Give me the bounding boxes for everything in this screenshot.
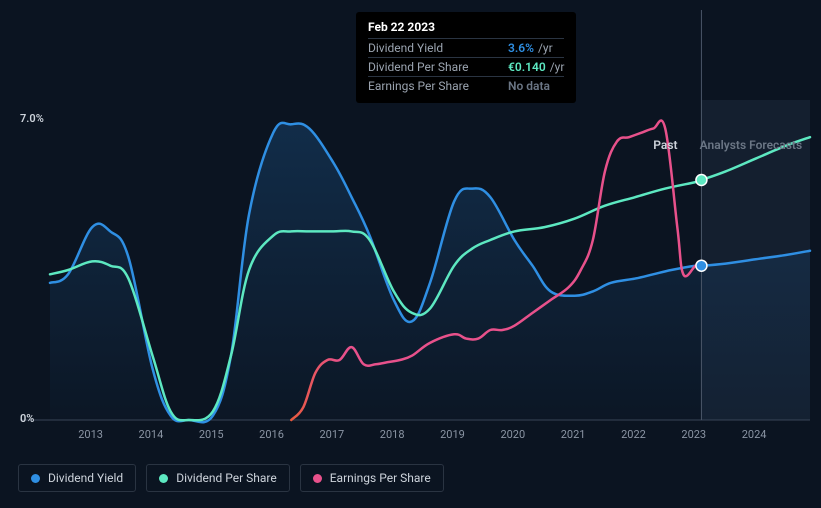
legend: Dividend Yield Dividend Per Share Earnings… xyxy=(18,464,444,492)
x-tick: 2019 xyxy=(440,428,465,441)
tooltip-row-unit: /yr xyxy=(550,60,565,74)
dividend_yield-area xyxy=(50,123,810,422)
legend-dot xyxy=(159,474,168,483)
past-label: Past xyxy=(653,138,677,152)
x-tick: 2020 xyxy=(500,428,525,441)
tooltip-row-label: Dividend Yield xyxy=(368,41,508,55)
tooltip-row: Earnings Per ShareNo data xyxy=(368,76,564,95)
tooltip-row-label: Earnings Per Share xyxy=(368,79,508,93)
y-tick: 7.0% xyxy=(20,112,44,125)
legend-label: Dividend Yield xyxy=(48,471,123,485)
x-tick: 2016 xyxy=(259,428,284,441)
tooltip-date: Feb 22 2023 xyxy=(368,20,564,34)
legend-item-earnings-per-share[interactable]: Earnings Per Share xyxy=(300,464,444,492)
x-tick: 2018 xyxy=(380,428,405,441)
forecast-label: Analysts Forecasts xyxy=(700,138,802,152)
y-tick: 0% xyxy=(20,412,34,425)
tooltip-row: Dividend Yield3.6% /yr xyxy=(368,38,564,57)
x-tick: 2022 xyxy=(621,428,646,441)
tooltip-row-label: Dividend Per Share xyxy=(368,60,508,74)
legend-dot xyxy=(31,474,40,483)
x-tick: 2017 xyxy=(319,428,344,441)
dividend_yield-marker xyxy=(696,260,707,271)
x-tick: 2023 xyxy=(681,428,706,441)
hover-tooltip: Feb 22 2023 Dividend Yield3.6%/yrDividen… xyxy=(356,12,576,103)
legend-label: Dividend Per Share xyxy=(176,471,277,485)
legend-label: Earnings Per Share xyxy=(330,471,431,485)
legend-item-dividend-yield[interactable]: Dividend Yield xyxy=(18,464,136,492)
tooltip-row-value: No data xyxy=(508,79,550,93)
x-tick: 2013 xyxy=(78,428,103,441)
tooltip-row: Dividend Per Share€0.140/yr xyxy=(368,57,564,76)
tooltip-row-value: €0.140 xyxy=(508,60,546,74)
x-tick: 2021 xyxy=(561,428,586,441)
legend-dot xyxy=(313,474,322,483)
tooltip-row-unit: /yr xyxy=(538,41,553,55)
x-tick: 2014 xyxy=(139,428,164,441)
x-tick: 2015 xyxy=(199,428,224,441)
dividend_per_share-marker xyxy=(696,175,707,186)
tooltip-row-value: 3.6% xyxy=(508,41,534,55)
legend-item-dividend-per-share[interactable]: Dividend Per Share xyxy=(146,464,290,492)
x-tick: 2024 xyxy=(742,428,767,441)
